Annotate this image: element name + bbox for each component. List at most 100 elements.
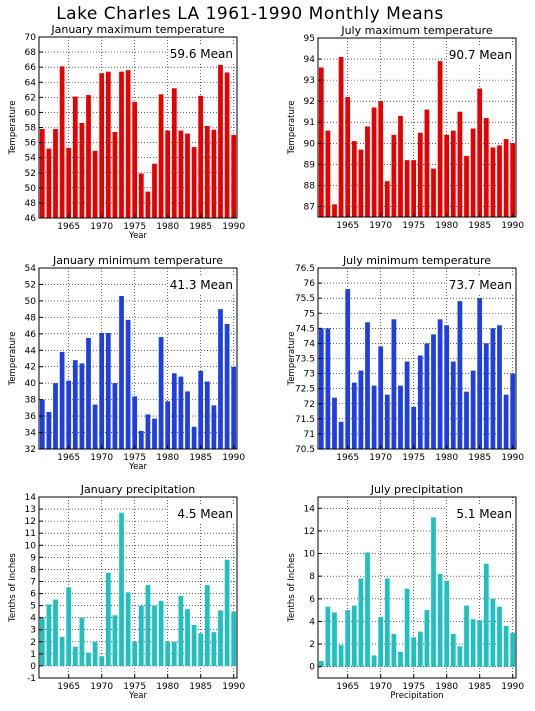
- chart-2-bar-1971: [384, 181, 390, 217]
- chart-3-bar-1964: [59, 351, 65, 449]
- chart-3-ytick-3: 38: [25, 396, 37, 406]
- chart-6-bar-1989: [503, 625, 509, 667]
- chart-1-ytick-3: 52: [25, 169, 36, 179]
- chart-1-bar-1963: [53, 129, 58, 218]
- chart-2-bar-1961: [318, 67, 324, 217]
- chart-1-bar-1988: [218, 64, 223, 218]
- chart-6-bar-1983: [464, 605, 469, 667]
- chart-1-mean-label: 59.6 Mean: [170, 47, 233, 61]
- chart-5-ytick-5: 4: [30, 614, 36, 624]
- page-title: Lake Charles LA 1961-1990 Monthly Means: [56, 4, 444, 24]
- chart-1-bar-1970: [99, 73, 105, 218]
- chart-4-bar-1973: [398, 385, 403, 449]
- chart-1-bar-1968: [86, 95, 91, 218]
- chart-1-bar-1962: [46, 148, 52, 218]
- chart-5-ytick-4: 3: [30, 626, 36, 636]
- chart-3-bar-1982: [178, 376, 184, 449]
- chart-5-bar-1976: [138, 605, 144, 666]
- chart-3-bar-1986: [204, 381, 210, 449]
- chart-3-bar-1971: [105, 332, 111, 449]
- chart-1-bar-1979: [158, 94, 164, 218]
- chart-5-ytick-3: 2: [30, 638, 36, 648]
- chart-4-bar-1986: [483, 343, 489, 449]
- chart-6-xlabel: Precipitation: [390, 691, 443, 701]
- chart-3-bar-1984: [191, 426, 197, 449]
- chart-4-bar-1970: [378, 346, 384, 449]
- chart-3-xtick-4: 1985: [189, 453, 212, 463]
- chart-6-bar-1985: [477, 620, 483, 667]
- chart-2-mean-box: [447, 46, 515, 63]
- chart-3-title: January minimum temperature: [52, 254, 223, 267]
- chart-3-bar-1973: [119, 295, 124, 449]
- chart-4: July minimum temperature 70.5 71 71.5 72 72.5…: [287, 254, 524, 463]
- chart-1-bar-1974: [125, 70, 131, 218]
- chart-6-bar-1980: [444, 580, 450, 667]
- chart-3-xtick-3: 1980: [156, 453, 179, 463]
- chart-5: January precipitation-101234567891011121…: [8, 483, 245, 701]
- chart-1-bar-1986: [204, 125, 210, 218]
- chart-2-bar-1975: [411, 160, 417, 217]
- chart-4-ytick-2: 71.5: [295, 415, 315, 425]
- chart-3-xtick-0: 1965: [57, 453, 80, 463]
- chart-1-bar-1989: [224, 72, 230, 218]
- chart-2-bar-1972: [391, 134, 397, 217]
- chart-5-bar-1965: [66, 587, 72, 666]
- chart-4-bar-1972: [391, 319, 397, 449]
- chart-5-bar-1985: [198, 633, 204, 666]
- chart-3-xtick-1: 1970: [90, 453, 113, 463]
- chart-4-ytick-3: 72: [304, 400, 315, 410]
- chart-1-bar-1985: [198, 95, 204, 218]
- chart-6-xtick-3: 1980: [435, 682, 458, 692]
- chart-3-bar-1989: [224, 323, 230, 449]
- chart-5-mean-box: [168, 505, 236, 522]
- chart-5-ytick-12: 11: [25, 529, 36, 539]
- chart-1-bar-1975: [132, 101, 138, 218]
- chart-1-bar-1971: [105, 71, 111, 218]
- chart-3-mean-label: 41.3 Mean: [170, 278, 233, 292]
- chart-2-bar-1965: [345, 96, 351, 217]
- chart-2-xtick-2: 1975: [402, 221, 425, 231]
- chart-5-ytick-8: 7: [30, 577, 36, 587]
- chart-6-bar-1969: [371, 655, 377, 667]
- chart-5-ylabel: Tenths of Inches: [8, 553, 18, 623]
- chart-1-ytick-11: 68: [25, 48, 37, 58]
- chart-4-ytick-8: 74.5: [295, 324, 315, 334]
- chart-6-title: July precipitation: [370, 483, 464, 496]
- chart-1-bar-1976: [138, 173, 144, 218]
- chart-3-bar-1968: [86, 337, 91, 449]
- chart-1-xlabel: Year: [128, 231, 148, 241]
- chart-5-ytick-14: 13: [25, 505, 36, 515]
- chart-3-xtick-2: 1975: [123, 453, 146, 463]
- chart-1-xtick-2: 1975: [123, 222, 146, 232]
- chart-2-bar-1974: [404, 160, 410, 217]
- chart-2-bar-1970: [378, 101, 384, 217]
- chart-2-ytick-4: 91: [304, 118, 315, 128]
- chart-3-bar-1966: [72, 360, 78, 449]
- chart-5-bar-1978: [152, 605, 157, 666]
- chart-5-bar-1963: [53, 599, 58, 666]
- chart-3-ytick-7: 46: [25, 330, 37, 340]
- chart-6-bar-1973: [398, 651, 403, 667]
- chart-4-ytick-1: 71: [304, 430, 315, 440]
- chart-2-bar-1964: [338, 56, 344, 217]
- chart-1-bar-1987: [211, 129, 217, 218]
- chart-3-ytick-4: 40: [25, 379, 37, 389]
- chart-3-bar-1963: [53, 383, 58, 449]
- chart-6-bar-1981: [450, 633, 456, 667]
- chart-4-xtick-4: 1985: [468, 453, 491, 463]
- chart-6-mean-box: [447, 505, 515, 522]
- chart-6-frame: [317, 496, 517, 679]
- chart-3-ytick-2: 36: [25, 412, 37, 422]
- chart-4-ytick-6: 73.5: [295, 355, 315, 365]
- chart-6-bar-1972: [391, 633, 397, 667]
- chart-5-ytick-9: 8: [30, 565, 36, 575]
- chart-2-xtick-4: 1985: [468, 221, 491, 231]
- chart-3-bar-1961: [39, 399, 45, 449]
- chart-1-title: January maximum temperature: [50, 23, 224, 36]
- chart-2-xtick-1: 1970: [369, 221, 392, 231]
- chart-1-ytick-9: 64: [25, 78, 37, 88]
- chart-6-bar-1966: [351, 605, 357, 667]
- chart-2-bar-1981: [450, 130, 456, 217]
- chart-5-bar-1990: [231, 611, 237, 666]
- chart-5-ytick-13: 12: [25, 517, 36, 527]
